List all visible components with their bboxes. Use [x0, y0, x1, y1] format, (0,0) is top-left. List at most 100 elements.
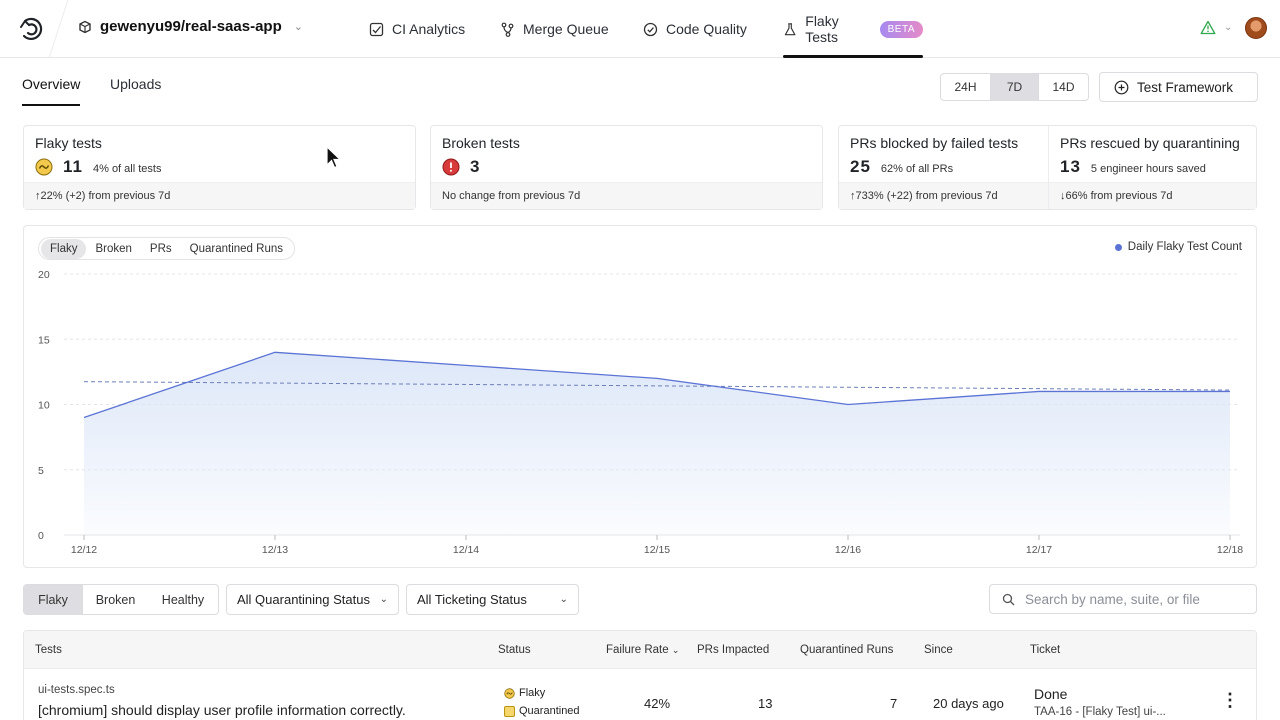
y-tick-label: 5 — [38, 465, 44, 477]
col-ticket[interactable]: Ticket — [1030, 644, 1061, 656]
card-footer: ↓66% from previous 7d — [1049, 182, 1256, 209]
card-footer: ↑22% (+2) from previous 7d — [24, 182, 415, 209]
search-input[interactable] — [1025, 591, 1245, 607]
nav-ci-analytics[interactable]: CI Analytics — [369, 0, 465, 58]
top-nav: gewenyu99/real-saas-app ⌄ CI Analytics M… — [0, 0, 1280, 58]
flaky-sub: 4% of all tests — [92, 163, 162, 175]
nav-label: Code Quality — [666, 21, 747, 37]
segment-flaky[interactable]: Flaky — [24, 585, 82, 614]
col-label: Failure Rate — [606, 644, 669, 656]
card-footer: No change from previous 7d — [431, 182, 822, 209]
status-flaky: Flaky — [504, 687, 545, 699]
y-tick-label: 20 — [38, 269, 50, 281]
x-tick-label: 12/16 — [835, 544, 861, 556]
nav-flaky-tests[interactable]: Flaky Tests BETA — [783, 0, 923, 58]
ticket-status[interactable]: Done — [1034, 686, 1068, 702]
nav-label: CI Analytics — [392, 21, 466, 37]
chart-tab-broken[interactable]: Broken — [95, 242, 132, 255]
col-quarantined-runs[interactable]: Quarantined Runs — [800, 644, 894, 656]
chart-tab-quarantined-runs[interactable]: Quarantined Runs — [189, 242, 283, 255]
dropdown-value: All Ticketing Status — [417, 592, 527, 607]
repo-selector[interactable]: gewenyu99/real-saas-app ⌄ — [78, 18, 303, 35]
col-status[interactable]: Status — [498, 644, 531, 656]
chart-panel: Flaky Broken PRs Quarantined Runs Daily … — [23, 225, 1257, 568]
check-circle-icon — [643, 22, 658, 36]
prs-impacted: 13 — [758, 696, 773, 711]
tab-overview[interactable]: Overview — [22, 76, 81, 106]
x-tick-label: 12/18 — [1217, 544, 1243, 556]
col-failure-rate[interactable]: Failure Rate ⌄ — [606, 644, 679, 656]
nav-label: Flaky Tests — [805, 13, 839, 45]
error-icon — [442, 158, 460, 176]
flaky-icon — [504, 687, 515, 699]
ticket-ref[interactable]: TAA-16 - [Flaky Test] ui-... — [1034, 706, 1166, 718]
segment-broken[interactable]: Broken — [82, 585, 148, 614]
x-tick-label: 12/15 — [644, 544, 670, 556]
trend-line — [83, 381, 1231, 391]
flaky-tests-card[interactable]: Flaky tests 11 4% of all tests ↑22% (+2)… — [23, 125, 416, 210]
card-title: Flaky tests — [35, 135, 102, 151]
range-14d[interactable]: 14D — [1052, 80, 1075, 94]
status-label: Flaky — [519, 687, 546, 699]
x-tick-label: 12/13 — [262, 544, 288, 556]
failure-rate: 42% — [644, 696, 671, 711]
flaky-chart[interactable]: 0 5 10 15 20 12/12 12/13 12/14 12/15 12/16 12/17 12… — [24, 226, 1256, 567]
card-title: PRs rescued by quarantining — [1060, 135, 1240, 151]
col-tests[interactable]: Tests — [35, 644, 62, 656]
dropdown-value: All Quarantining Status — [237, 592, 370, 607]
broken-tests-card[interactable]: Broken tests 3 No change from previous 7… — [430, 125, 823, 210]
quarantine-square-icon — [504, 705, 515, 717]
mouse-cursor-icon — [326, 146, 342, 169]
user-avatar[interactable] — [1245, 17, 1267, 39]
flaky-icon — [35, 158, 53, 176]
broken-count: 3 — [470, 157, 481, 176]
test-name[interactable]: [chromium] should display user profile i… — [38, 702, 406, 718]
chart-tab-flaky[interactable]: Flaky — [41, 238, 87, 259]
status-quarantined: Quarantined — [504, 705, 580, 717]
repo-name: gewenyu99/real-saas-app — [100, 18, 282, 35]
warnings-menu[interactable]: ⌄ — [1200, 20, 1232, 35]
range-7d[interactable]: 7D — [990, 74, 1039, 100]
series-line — [83, 351, 1230, 419]
col-prs-impacted[interactable]: PRs Impacted — [697, 644, 770, 656]
x-tick-label: 12/17 — [1026, 544, 1052, 556]
status-segment: Flaky Broken Healthy — [23, 584, 219, 615]
test-framework-button[interactable]: Test Framework — [1099, 72, 1258, 102]
app-logo-icon[interactable] — [16, 14, 46, 44]
repo-icon — [79, 20, 91, 33]
nav-divider — [48, 0, 69, 58]
quarantined-runs: 7 — [890, 696, 898, 711]
nav-code-quality[interactable]: Code Quality — [643, 0, 747, 58]
blocked-sub: 62% of all PRs — [880, 163, 954, 175]
search-icon — [1002, 593, 1015, 605]
range-24h[interactable]: 24H — [954, 80, 977, 94]
nav-merge-queue[interactable]: Merge Queue — [500, 0, 609, 58]
test-file: ui-tests.spec.ts — [38, 684, 115, 696]
series-area — [84, 352, 1230, 535]
framework-label: Test Framework — [1137, 79, 1234, 95]
rescued-count: 13 — [1060, 157, 1081, 176]
y-tick-label: 15 — [38, 334, 50, 346]
quarantining-status-dropdown[interactable]: All Quarantining Status ⌄ — [226, 584, 399, 615]
chart-tab-prs[interactable]: PRs — [149, 242, 172, 255]
plus-circle-icon — [1114, 80, 1129, 94]
y-tick-label: 0 — [38, 530, 44, 542]
tab-uploads[interactable]: Uploads — [110, 76, 162, 92]
y-tick-label: 10 — [38, 400, 50, 412]
chevron-down-icon: ⌄ — [671, 645, 680, 655]
nav-label: Merge Queue — [523, 21, 609, 37]
chevron-down-icon: ⌄ — [559, 594, 568, 605]
chart-tabs: Flaky Broken PRs Quarantined Runs — [38, 237, 295, 260]
chevron-down-icon: ⌄ — [379, 594, 388, 605]
card-footer: ↑733% (+22) from previous 7d — [839, 182, 1048, 209]
merge-icon — [501, 22, 514, 37]
segment-healthy[interactable]: Healthy — [161, 592, 205, 607]
legend-dot — [1114, 243, 1122, 251]
chart-legend: Daily Flaky Test Count — [1114, 241, 1242, 253]
status-label: Quarantined — [519, 705, 580, 717]
ticketing-status-dropdown[interactable]: All Ticketing Status ⌄ — [406, 584, 579, 615]
more-options-icon[interactable]: ⋮ — [1221, 690, 1239, 710]
chevron-down-icon: ⌄ — [1224, 22, 1233, 33]
card-divider — [1048, 126, 1049, 209]
col-since[interactable]: Since — [924, 644, 953, 656]
